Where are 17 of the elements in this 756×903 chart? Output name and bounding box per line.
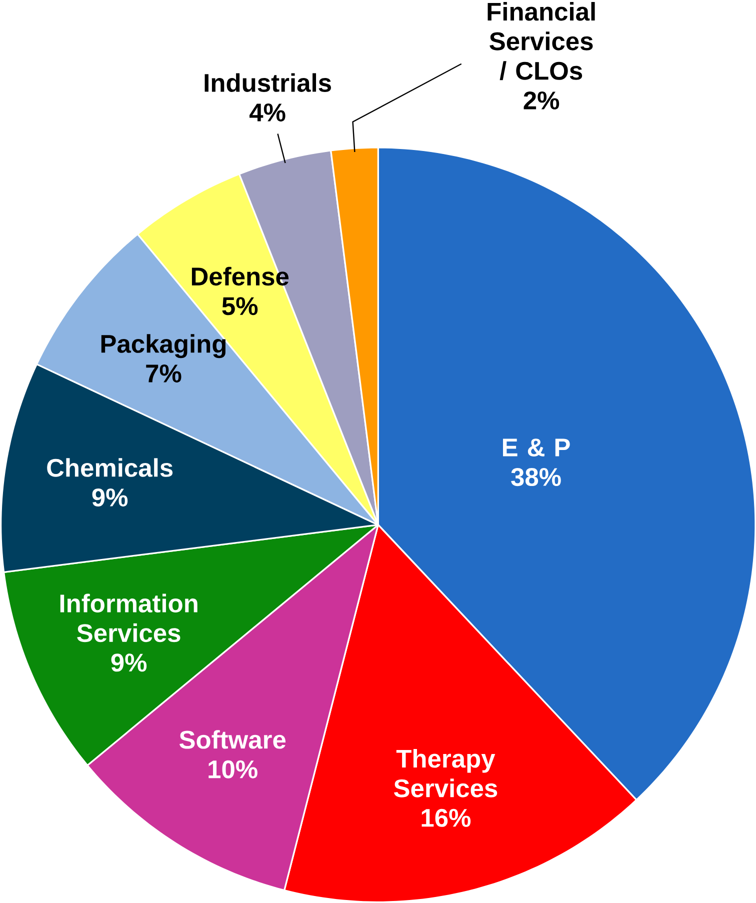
slice-label: Industrials bbox=[204, 73, 331, 92]
slice-label: Packaging bbox=[101, 334, 226, 358]
slice-label: Information Services bbox=[60, 594, 198, 642]
data-label: 4% bbox=[249, 104, 286, 122]
data-label: 9% bbox=[111, 654, 146, 672]
data-label: 9% bbox=[92, 488, 128, 506]
data-label: 10% bbox=[208, 760, 258, 778]
slice-label: E & P bbox=[502, 438, 570, 456]
data-label: 2% bbox=[524, 91, 559, 110]
slice-label: Software bbox=[179, 730, 286, 749]
slice-label: Therapy Services bbox=[394, 749, 497, 798]
data-label: 5% bbox=[222, 297, 258, 316]
slice-label: Financial Services / CLOs bbox=[488, 2, 595, 80]
data-label: 16% bbox=[422, 808, 470, 827]
data-label: 38% bbox=[510, 468, 561, 486]
data-label: 7% bbox=[146, 364, 182, 382]
slice-label: Chemicals bbox=[46, 458, 172, 477]
